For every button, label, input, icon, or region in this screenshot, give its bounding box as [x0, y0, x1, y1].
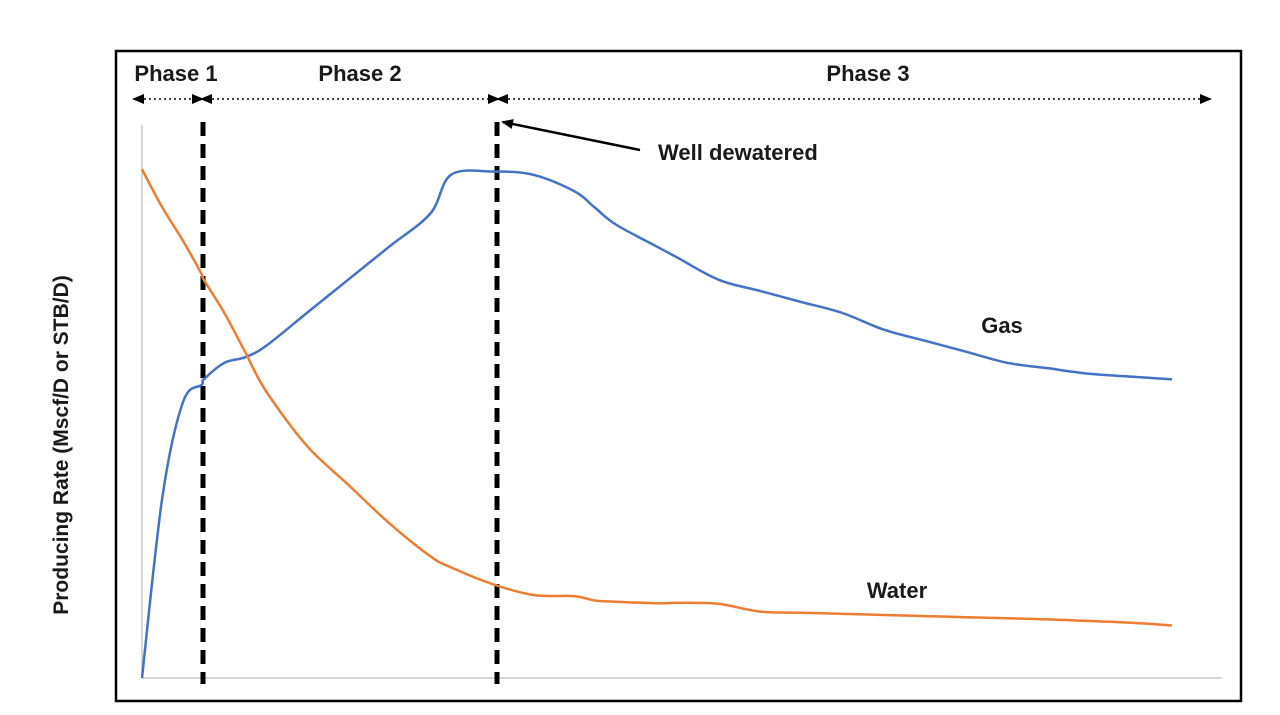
y-axis-label: Producing Rate (Mscf/D or STB/D) — [50, 275, 73, 615]
phase-label-2: Phase 2 — [318, 61, 401, 86]
water-series-line — [140, 168, 1173, 627]
gas-series-line — [140, 169, 1173, 679]
water-series-label: Water — [867, 578, 928, 603]
phase-label-3: Phase 3 — [826, 61, 909, 86]
gas-series-label: Gas — [981, 313, 1023, 338]
phase-label-1: Phase 1 — [134, 61, 217, 86]
well-dewatered-arrow — [501, 119, 641, 152]
chart-frame — [114, 49, 1243, 703]
well-dewatered-label: Well dewatered — [658, 140, 818, 165]
